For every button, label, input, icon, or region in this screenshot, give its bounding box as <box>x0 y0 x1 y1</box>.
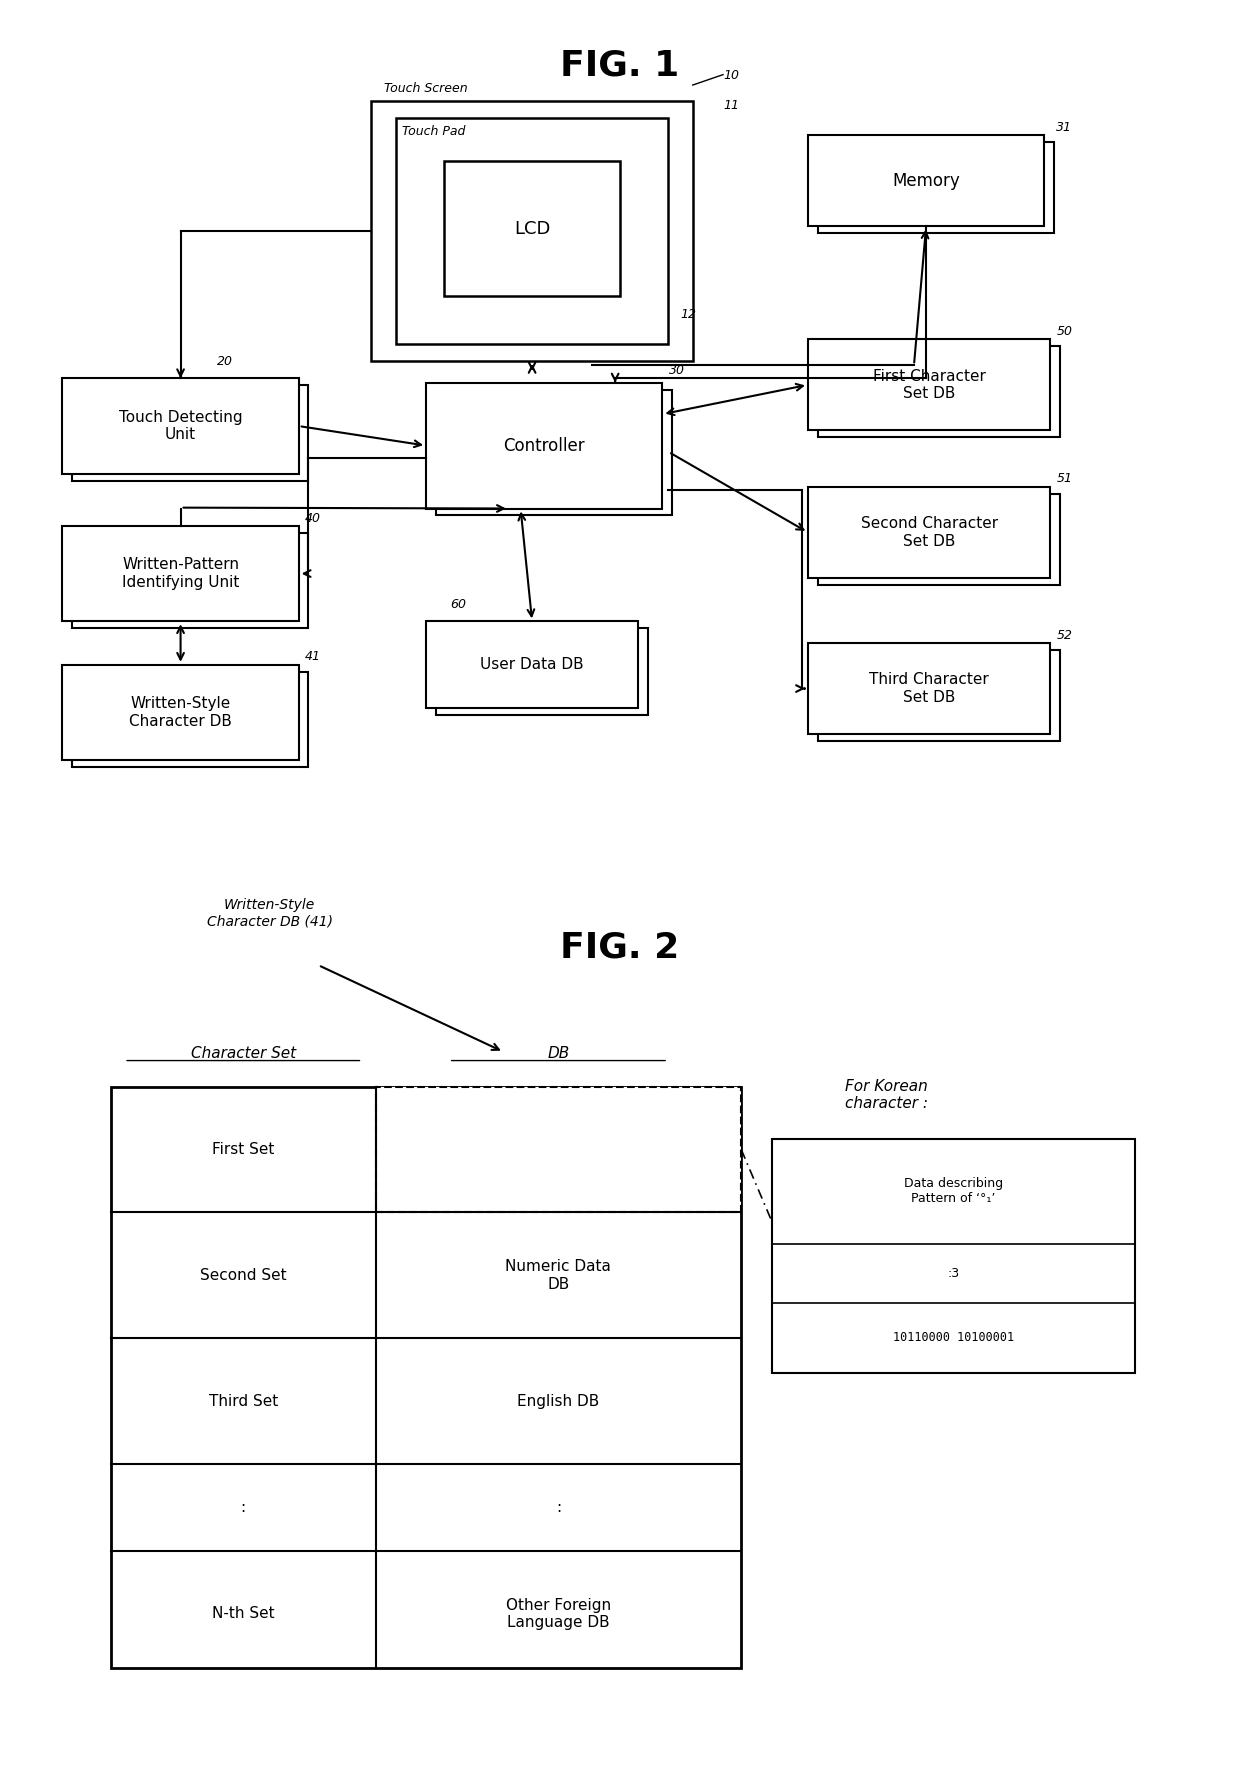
FancyBboxPatch shape <box>62 664 299 761</box>
Text: Third Character
Set DB: Third Character Set DB <box>869 672 990 705</box>
Text: 20: 20 <box>217 355 233 368</box>
Text: Data describing
Pattern of ‘°₁’: Data describing Pattern of ‘°₁’ <box>904 1177 1003 1206</box>
Text: Memory: Memory <box>893 171 960 189</box>
Text: Second Set: Second Set <box>200 1268 286 1282</box>
Text: :3: :3 <box>947 1266 960 1281</box>
FancyBboxPatch shape <box>62 379 299 473</box>
FancyBboxPatch shape <box>427 382 662 509</box>
FancyBboxPatch shape <box>808 643 1050 734</box>
Text: Touch Pad: Touch Pad <box>402 125 465 138</box>
Text: Other Foreign
Language DB: Other Foreign Language DB <box>506 1597 611 1631</box>
Text: 10110000 10100001: 10110000 10100001 <box>893 1331 1014 1345</box>
Text: 41: 41 <box>305 650 321 663</box>
Text: Character Set: Character Set <box>191 1045 296 1061</box>
FancyBboxPatch shape <box>771 1139 1135 1373</box>
FancyBboxPatch shape <box>808 136 1044 227</box>
FancyBboxPatch shape <box>817 493 1060 584</box>
Text: 10: 10 <box>723 70 739 82</box>
Text: :: : <box>241 1500 246 1515</box>
Text: N-th Set: N-th Set <box>212 1606 274 1622</box>
FancyBboxPatch shape <box>72 386 309 480</box>
Text: 50: 50 <box>1056 325 1073 338</box>
Text: Third Set: Third Set <box>208 1393 278 1409</box>
Text: English DB: English DB <box>517 1393 600 1409</box>
Text: LCD: LCD <box>513 220 551 238</box>
FancyBboxPatch shape <box>372 100 693 361</box>
Text: Numeric Data
DB: Numeric Data DB <box>506 1259 611 1291</box>
FancyBboxPatch shape <box>72 672 309 768</box>
Text: Second Character
Set DB: Second Character Set DB <box>861 516 998 548</box>
FancyBboxPatch shape <box>396 118 668 343</box>
Text: 12: 12 <box>681 307 697 321</box>
Text: For Korean
character :: For Korean character : <box>846 1079 929 1111</box>
Text: 30: 30 <box>668 364 684 377</box>
Text: Touch Screen: Touch Screen <box>383 82 467 95</box>
FancyBboxPatch shape <box>808 488 1050 579</box>
Text: Controller: Controller <box>503 436 585 455</box>
Text: FIG. 1: FIG. 1 <box>560 48 680 82</box>
FancyBboxPatch shape <box>435 389 672 516</box>
FancyBboxPatch shape <box>376 1086 742 1213</box>
FancyBboxPatch shape <box>72 532 309 629</box>
FancyBboxPatch shape <box>110 1086 742 1668</box>
Text: FIG. 2: FIG. 2 <box>560 931 680 964</box>
Text: 31: 31 <box>1056 121 1073 134</box>
Text: User Data DB: User Data DB <box>480 657 584 672</box>
FancyBboxPatch shape <box>444 161 620 296</box>
FancyBboxPatch shape <box>62 525 299 622</box>
Text: 40: 40 <box>305 511 321 525</box>
FancyBboxPatch shape <box>817 650 1060 741</box>
FancyBboxPatch shape <box>435 629 647 714</box>
FancyBboxPatch shape <box>817 143 1054 234</box>
Text: 51: 51 <box>1056 473 1073 486</box>
Text: 11: 11 <box>723 100 739 113</box>
Text: Written-Pattern
Identifying Unit: Written-Pattern Identifying Unit <box>122 557 239 589</box>
FancyBboxPatch shape <box>427 622 639 707</box>
Text: First Set: First Set <box>212 1141 274 1157</box>
Text: 60: 60 <box>450 598 466 611</box>
FancyBboxPatch shape <box>817 346 1060 438</box>
Text: Touch Detecting
Unit: Touch Detecting Unit <box>119 409 242 443</box>
Text: DB: DB <box>547 1045 569 1061</box>
Text: Written-Style
Character DB: Written-Style Character DB <box>129 697 232 729</box>
Text: 52: 52 <box>1056 629 1073 641</box>
Text: Written-Style
Character DB (41): Written-Style Character DB (41) <box>207 898 332 929</box>
Text: Korean DB: Korean DB <box>518 1141 599 1157</box>
FancyBboxPatch shape <box>808 339 1050 430</box>
Text: :: : <box>556 1500 560 1515</box>
Text: First Character
Set DB: First Character Set DB <box>873 368 986 402</box>
